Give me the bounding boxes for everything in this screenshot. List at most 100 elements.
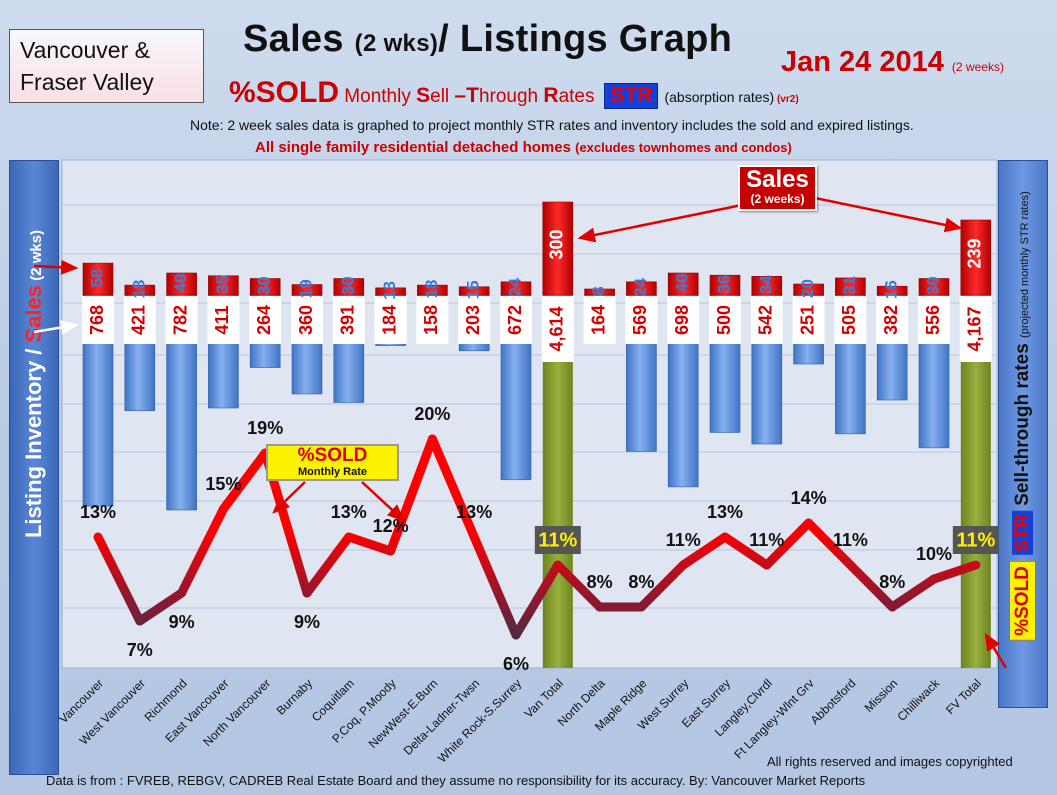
sales-bar-white-rock-s-surrey — [500, 281, 532, 296]
sales-value-west-vancouver: 18 — [129, 280, 148, 299]
listing-label-bg-burnaby — [291, 296, 323, 344]
str-line-segment-13 — [636, 560, 688, 612]
sales-value-van-total: 300 — [547, 229, 567, 259]
listing-label-bg-north-delta — [583, 296, 616, 344]
listing-label-bg-delta-ladner-twsn — [458, 296, 491, 344]
listing-value-richmond: 782 — [170, 305, 190, 335]
page-title: Sales (2 wks)/ Listings Graph — [243, 18, 733, 60]
sales-bar-west-surrey — [667, 272, 699, 296]
x-label-abbotsford: Abbotsford — [808, 676, 859, 727]
right-axis-bar — [998, 160, 1048, 708]
str-line-segment-11 — [553, 560, 605, 612]
listing-label-bg-p-coq-p-moody — [374, 296, 407, 344]
sales-bar-east-vancouver — [208, 275, 239, 296]
str-line-segment-6 — [344, 532, 396, 556]
str-line-segment-9 — [469, 532, 521, 640]
str-line-segment-18 — [845, 560, 897, 612]
listing-value-mission: 382 — [881, 305, 901, 335]
sales-bar-burnaby — [291, 284, 323, 296]
str-value-west-vancouver: 7% — [127, 640, 153, 660]
sales-value-maple-ridge: 24 — [631, 277, 650, 296]
str-line-segment-15 — [720, 532, 772, 570]
sales-bar-north-delta — [584, 288, 615, 296]
str-line — [93, 434, 981, 640]
sales-value-vancouver: 58 — [87, 269, 106, 288]
str-value-white-rock-s-surrey: 6% — [503, 654, 529, 674]
str-value-newwest-e-burn: 20% — [414, 404, 450, 424]
sales-value-chilliwack: 30 — [923, 276, 942, 295]
listing-value-maple-ridge: 569 — [630, 305, 650, 335]
sales-bar-north-vancouver — [249, 278, 281, 296]
left-axis-bar — [9, 160, 59, 775]
listing-label-bg-newwest-e-burn — [416, 296, 449, 344]
x-label-chilliwack: Chilliwack — [895, 676, 943, 724]
str-value-fv-total: 11% — [956, 529, 995, 551]
listing-value-north-vancouver: 264 — [254, 305, 274, 335]
str-line-segment-19 — [887, 574, 939, 612]
str-value-richmond: 9% — [169, 612, 195, 632]
sales-value-langley-clvrdl: 34 — [756, 275, 775, 294]
sales-bar-east-surrey — [709, 274, 741, 296]
pct-sold-label: %SOLD — [229, 76, 340, 109]
sales-value-west-surrey: 40 — [673, 274, 692, 293]
str-value-chilliwack: 10% — [916, 544, 952, 564]
listing-value-newwest-e-burn: 158 — [421, 305, 441, 335]
sales-bar-langley-clvrdl — [751, 275, 783, 296]
sales-value-richmond: 40 — [171, 274, 190, 293]
sales-value-burnaby: 19 — [296, 279, 315, 298]
detached-homes-note: All single family residential detached h… — [255, 139, 792, 156]
str-total-bg-fv-total — [952, 526, 999, 554]
str-total-bg-van-total — [534, 526, 581, 554]
str-value-coquitlam: 13% — [331, 502, 367, 522]
listing-label-bg-abbotsford — [834, 296, 867, 344]
str-badge: STR — [604, 83, 659, 109]
str-value-mission: 8% — [879, 572, 905, 592]
str-value-north-vancouver: 19% — [247, 418, 283, 438]
str-value-van-total: 11% — [538, 529, 577, 551]
listing-value-delta-ladner-twsn: 203 — [463, 305, 483, 335]
listing-value-fv-total: 4,167 — [965, 306, 985, 351]
sales-value-east-vancouver: 35 — [213, 275, 232, 294]
sales-bar-newwest-e-burn — [417, 284, 448, 296]
sales-value-white-rock-s-surrey: 24 — [505, 277, 524, 296]
sales-callout: Sales (2 weeks) — [738, 165, 817, 211]
subtitle: %SOLD Monthly Sell –Through Rates STR (abs… — [229, 76, 799, 109]
sales-bar-fv-total — [960, 219, 992, 296]
str-value-ft-langley-wlnt-grv: 14% — [791, 488, 827, 508]
listing-label-bg-chilliwack — [918, 296, 950, 344]
listing-label-bg-richmond — [165, 296, 198, 344]
sales-bar-p-coq-p-moody — [375, 287, 406, 296]
sold-rate-callout: %SOLD Monthly Rate — [266, 444, 399, 481]
listing-label-bg-west-surrey — [667, 296, 700, 344]
listing-labels: 768 421 782 411 264 360 391 184 158 203 672 4,614 16… — [82, 296, 992, 362]
sales-value-fv-total: 239 — [965, 238, 985, 268]
sales-bar-mission — [876, 285, 908, 296]
listing-label-bg-ft-langley-wlnt-grv — [792, 296, 825, 344]
str-line-segment-16 — [762, 518, 814, 570]
x-label-ft-langley-wlnt-grv: Ft Langley-Wlnt Grv — [731, 676, 816, 761]
str-line-segment-2 — [177, 504, 228, 598]
region-label-box: Vancouver & Fraser Valley — [9, 29, 204, 103]
sales-bar-coquitlam — [333, 278, 365, 296]
sales-bar-abbotsford — [835, 277, 866, 296]
x-label-burnaby: Burnaby — [274, 676, 316, 718]
report-date: Jan 24 2014 (2 weeks) — [781, 46, 1004, 78]
listing-label-bg-east-vancouver — [207, 296, 240, 344]
listing-value-ft-langley-wlnt-grv: 251 — [797, 305, 817, 335]
str-value-abbotsford: 11% — [833, 530, 868, 550]
listing-value-vancouver: 768 — [87, 305, 107, 335]
listing-value-van-total: 4,614 — [547, 306, 567, 351]
x-label-mission: Mission — [862, 676, 901, 715]
sales-value-p-coq-p-moody: 13 — [380, 281, 399, 300]
listing-value-langley-clvrdl: 542 — [756, 305, 776, 335]
listing-label-bg-maple-ridge — [625, 296, 658, 344]
listing-value-west-surrey: 698 — [672, 305, 692, 335]
sales-bar-delta-ladner-twsn — [458, 286, 490, 296]
sales-value-delta-ladner-twsn: 15 — [464, 280, 483, 299]
str-value-north-delta: 8% — [587, 572, 613, 592]
str-line-segment-10 — [511, 560, 563, 640]
listing-value-east-vancouver: 411 — [212, 305, 232, 334]
sales-bar-west-vancouver — [124, 284, 156, 296]
